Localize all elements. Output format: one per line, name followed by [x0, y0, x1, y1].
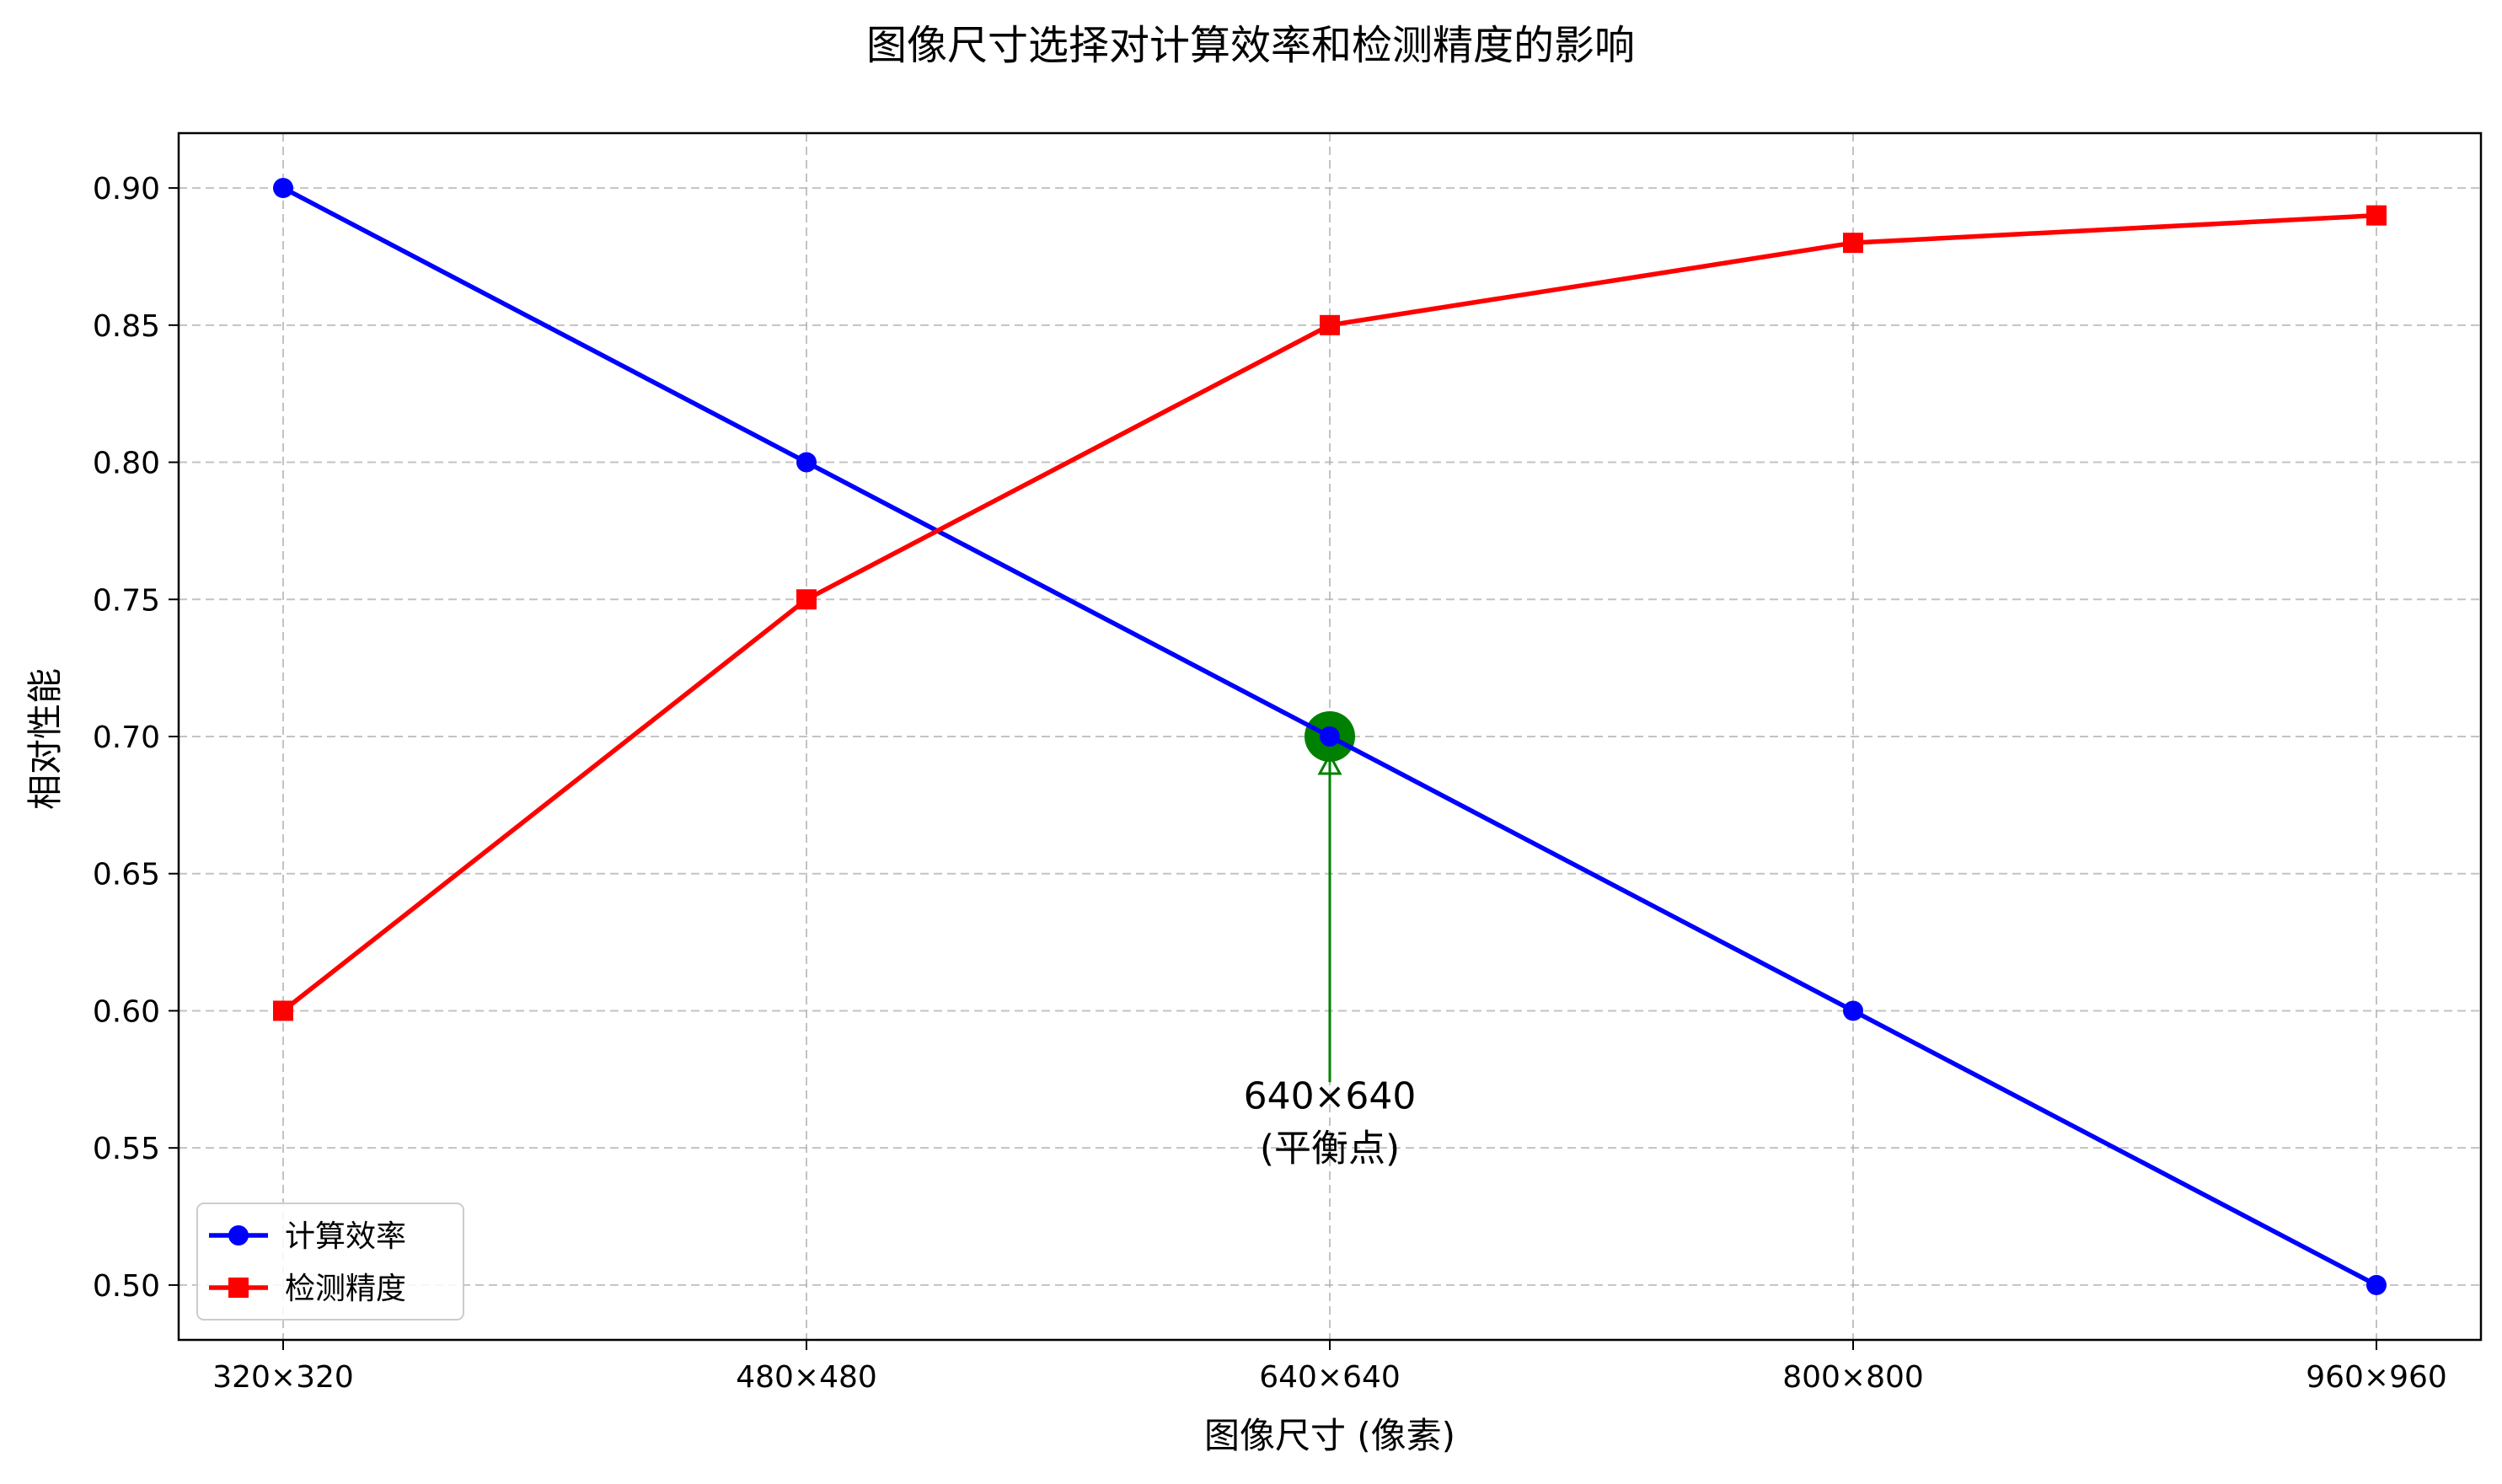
- legend-swatch-marker: [228, 1278, 249, 1298]
- x-tick-label: 480×480: [736, 1360, 877, 1395]
- y-tick-label: 0.50: [93, 1269, 160, 1304]
- legend-box: [196, 1203, 464, 1321]
- y-tick-label: 0.70: [93, 721, 160, 755]
- y-tick-label: 0.60: [93, 994, 160, 1029]
- x-tick-label: 640×640: [1259, 1360, 1401, 1395]
- axes: 320×320 480×480 640×640 800×800 960×960 0.50 0…: [93, 131, 2483, 1395]
- annotation-arrowhead: [1317, 752, 1342, 775]
- y-tick-label: 0.75: [93, 583, 160, 618]
- y-tick-label: 0.90: [93, 172, 160, 206]
- data-point-efficiency: [2366, 1274, 2387, 1295]
- x-axis-label: 图像尺寸 (像素): [1204, 1415, 1455, 1456]
- plot-frame: [177, 131, 2483, 1342]
- y-tick-label: 0.55: [93, 1132, 160, 1166]
- chart-title: 图像尺寸选择对计算效率和检测精度的影响: [866, 22, 1635, 69]
- legend-label: 检测精度: [285, 1272, 406, 1306]
- data-point-accuracy: [2366, 205, 2387, 226]
- data-point-accuracy: [1320, 314, 1340, 335]
- data-point-efficiency: [796, 452, 817, 473]
- annotation: 640×640 (平衡点): [1244, 711, 1417, 1171]
- annotation-text-line1: 640×640: [1244, 1075, 1417, 1118]
- y-tick-label: 0.85: [93, 309, 160, 344]
- x-tick-label: 800×800: [1782, 1360, 1924, 1395]
- data-point-accuracy: [1843, 233, 1863, 254]
- x-tick-label: 320×320: [212, 1360, 354, 1395]
- data-point-efficiency: [1320, 726, 1340, 747]
- plot-series: [273, 178, 2387, 1295]
- x-tick-label: 960×960: [2306, 1360, 2447, 1395]
- y-tick-label: 0.65: [93, 858, 160, 892]
- legend-label: 计算效率: [285, 1219, 406, 1254]
- annotation-text-line2: (平衡点): [1260, 1128, 1400, 1171]
- data-point-accuracy: [796, 589, 817, 610]
- data-point-accuracy: [273, 1000, 293, 1021]
- y-axis-label: 相对性能: [24, 668, 66, 810]
- y-tick-label: 0.80: [93, 447, 160, 481]
- data-point-efficiency: [1843, 1000, 1863, 1021]
- legend-swatch-marker: [228, 1225, 249, 1246]
- data-point-efficiency: [273, 178, 293, 199]
